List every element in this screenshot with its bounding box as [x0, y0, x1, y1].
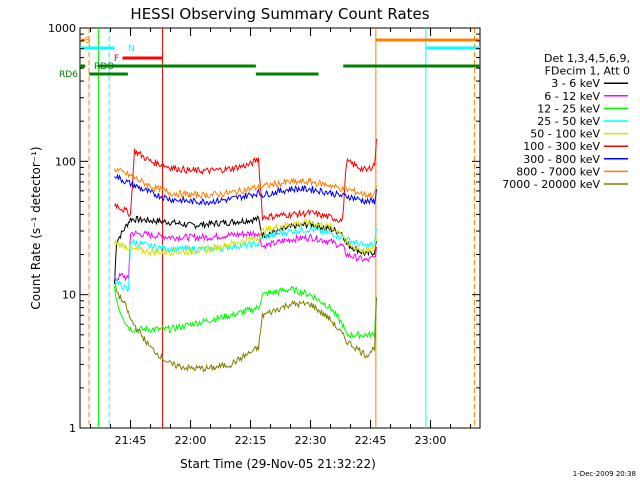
y-axis-label: Count Rate (s⁻¹ detector⁻¹)	[29, 146, 43, 309]
y-tick-label-2: 100	[55, 155, 76, 168]
series-line-2	[114, 285, 377, 341]
x-tick-label-1: 22:00	[175, 434, 207, 447]
legend-label-1: 6 - 12 keV	[544, 90, 600, 103]
x-tick-label-4: 22:45	[355, 434, 387, 447]
legend-label-8: 7000 - 20000 keV	[502, 178, 600, 191]
x-tick-label-3: 22:30	[295, 434, 327, 447]
legend: Det 1,3,4,5,6,9,FDecim 1, Att 03 - 6 keV…	[502, 52, 630, 191]
legend-label-4: 50 - 100 keV	[530, 128, 600, 141]
chart-title: HESSI Observing Summary Count Rates	[130, 5, 429, 23]
series-line-0	[114, 215, 377, 285]
flag-label-f: F	[114, 54, 119, 64]
series-line-6	[114, 173, 377, 206]
y-tick-label-0: 1	[69, 422, 76, 435]
legend-label-2: 12 - 25 keV	[537, 102, 600, 115]
series-line-3	[114, 225, 377, 293]
flag-label-n: N	[128, 44, 135, 54]
legend-label-6: 300 - 800 keV	[523, 153, 600, 166]
series-line-5	[114, 138, 377, 224]
x-tick-label-2: 22:15	[235, 434, 267, 447]
x-tick-label-0: 21:45	[115, 434, 147, 447]
legend-label-3: 25 - 50 keV	[537, 115, 600, 128]
series-line-1	[114, 229, 377, 282]
legend-label-0: 3 - 6 keV	[551, 77, 600, 90]
flag-label-rdo: RDO	[94, 62, 114, 72]
x-tick-label-5: 23:00	[415, 434, 447, 447]
legend-label-7: 800 - 7000 keV	[516, 165, 600, 178]
legend-label-5: 100 - 300 keV	[523, 140, 600, 153]
y-tick-label-1: 10	[62, 289, 76, 302]
x-axis-label: Start Time (29-Nov-05 21:32:22)	[180, 457, 376, 471]
axis-layer: 1 10 100 1000 21:45 22:00 22:15 22:30 22:45 23:00	[48, 22, 480, 447]
series-line-7	[114, 167, 377, 199]
flag-label-s: S	[85, 36, 91, 46]
legend-header-1: FDecim 1, Att 0	[545, 65, 630, 78]
series-line-4	[114, 218, 377, 257]
footer-timestamp: 1-Dec-2009 20:38	[573, 470, 636, 478]
y-tick-label-3: 1000	[48, 22, 76, 35]
series-line-8	[114, 283, 377, 373]
legend-header-0: Det 1,3,4,5,6,9,	[544, 52, 630, 65]
flag-label-rd6: RD6	[59, 70, 78, 80]
plot-frame	[79, 27, 481, 429]
